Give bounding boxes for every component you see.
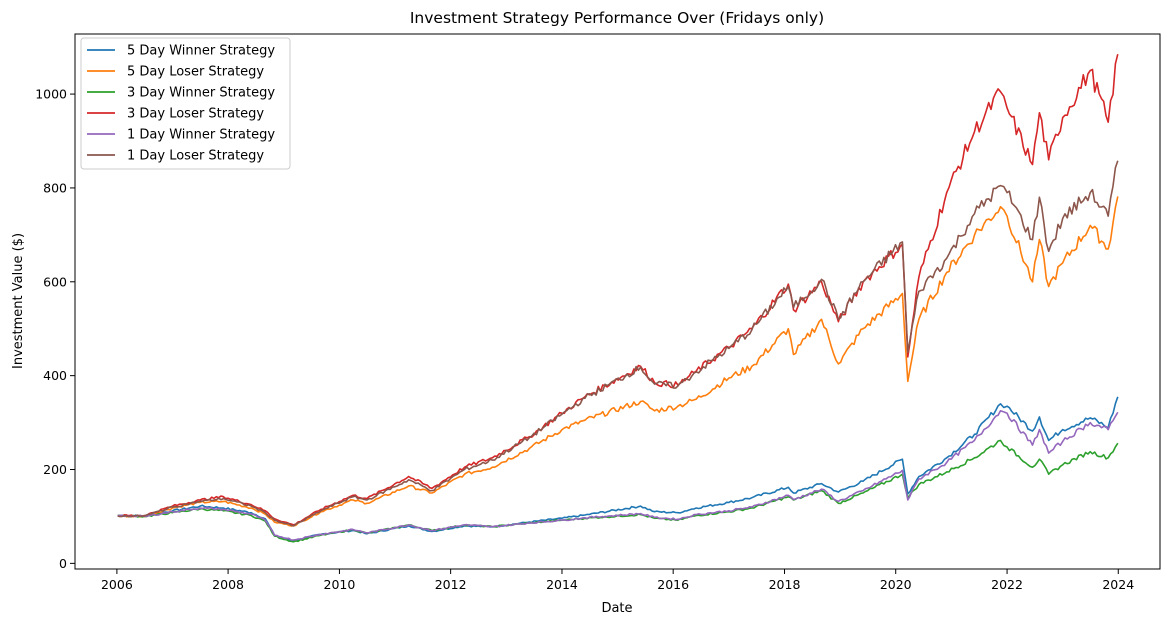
y-tick-label: 800: [43, 180, 67, 195]
y-axis-label: Investment Value ($): [11, 233, 26, 369]
x-tick-label: 2008: [212, 577, 244, 592]
series-line-1-day-loser-strategy: [117, 160, 1119, 527]
x-tick-label: 2010: [324, 577, 356, 592]
x-tick-label: 2012: [435, 577, 467, 592]
series-line-1-day-winner-strategy: [117, 410, 1119, 541]
x-tick-label: 2018: [769, 577, 801, 592]
x-tick-label: 2022: [991, 577, 1023, 592]
series-line-5-day-winner-strategy: [117, 396, 1119, 542]
series-line-5-day-loser-strategy: [117, 196, 1119, 527]
x-axis: 2006 2008 2010 2012 2014 2016 2018 2020 2022 2024: [101, 569, 1134, 592]
legend-label: 1 Day Winner Strategy: [127, 128, 275, 143]
legend: 5 Day Winner Strategy 5 Day Loser Strateg…: [80, 37, 291, 170]
x-tick-label: 2014: [546, 577, 578, 592]
x-tick-label: 2024: [1102, 577, 1134, 592]
y-tick-label: 600: [43, 274, 67, 289]
legend-box: [80, 37, 291, 170]
series-lines: [117, 54, 1119, 543]
x-axis-label: Date: [601, 601, 632, 616]
legend-label: 3 Day Winner Strategy: [127, 86, 275, 101]
legend-label: 5 Day Loser Strategy: [127, 65, 264, 80]
series-line-3-day-winner-strategy: [117, 439, 1119, 543]
y-tick-label: 400: [43, 368, 67, 383]
x-tick-label: 2020: [880, 577, 912, 592]
x-tick-label: 2006: [101, 577, 133, 592]
y-tick-label: 0: [59, 556, 67, 571]
y-tick-label: 200: [43, 462, 67, 477]
legend-label: 1 Day Loser Strategy: [127, 149, 264, 164]
chart-title: Investment Strategy Performance Over (Fr…: [410, 9, 824, 27]
plot-frame: [74, 33, 1161, 570]
y-axis: 0 200 400 600 800 1000: [35, 87, 75, 571]
y-tick-label: 1000: [35, 87, 67, 102]
legend-label: 3 Day Loser Strategy: [127, 107, 264, 122]
legend-label: 5 Day Winner Strategy: [127, 44, 275, 59]
x-tick-label: 2016: [657, 577, 689, 592]
